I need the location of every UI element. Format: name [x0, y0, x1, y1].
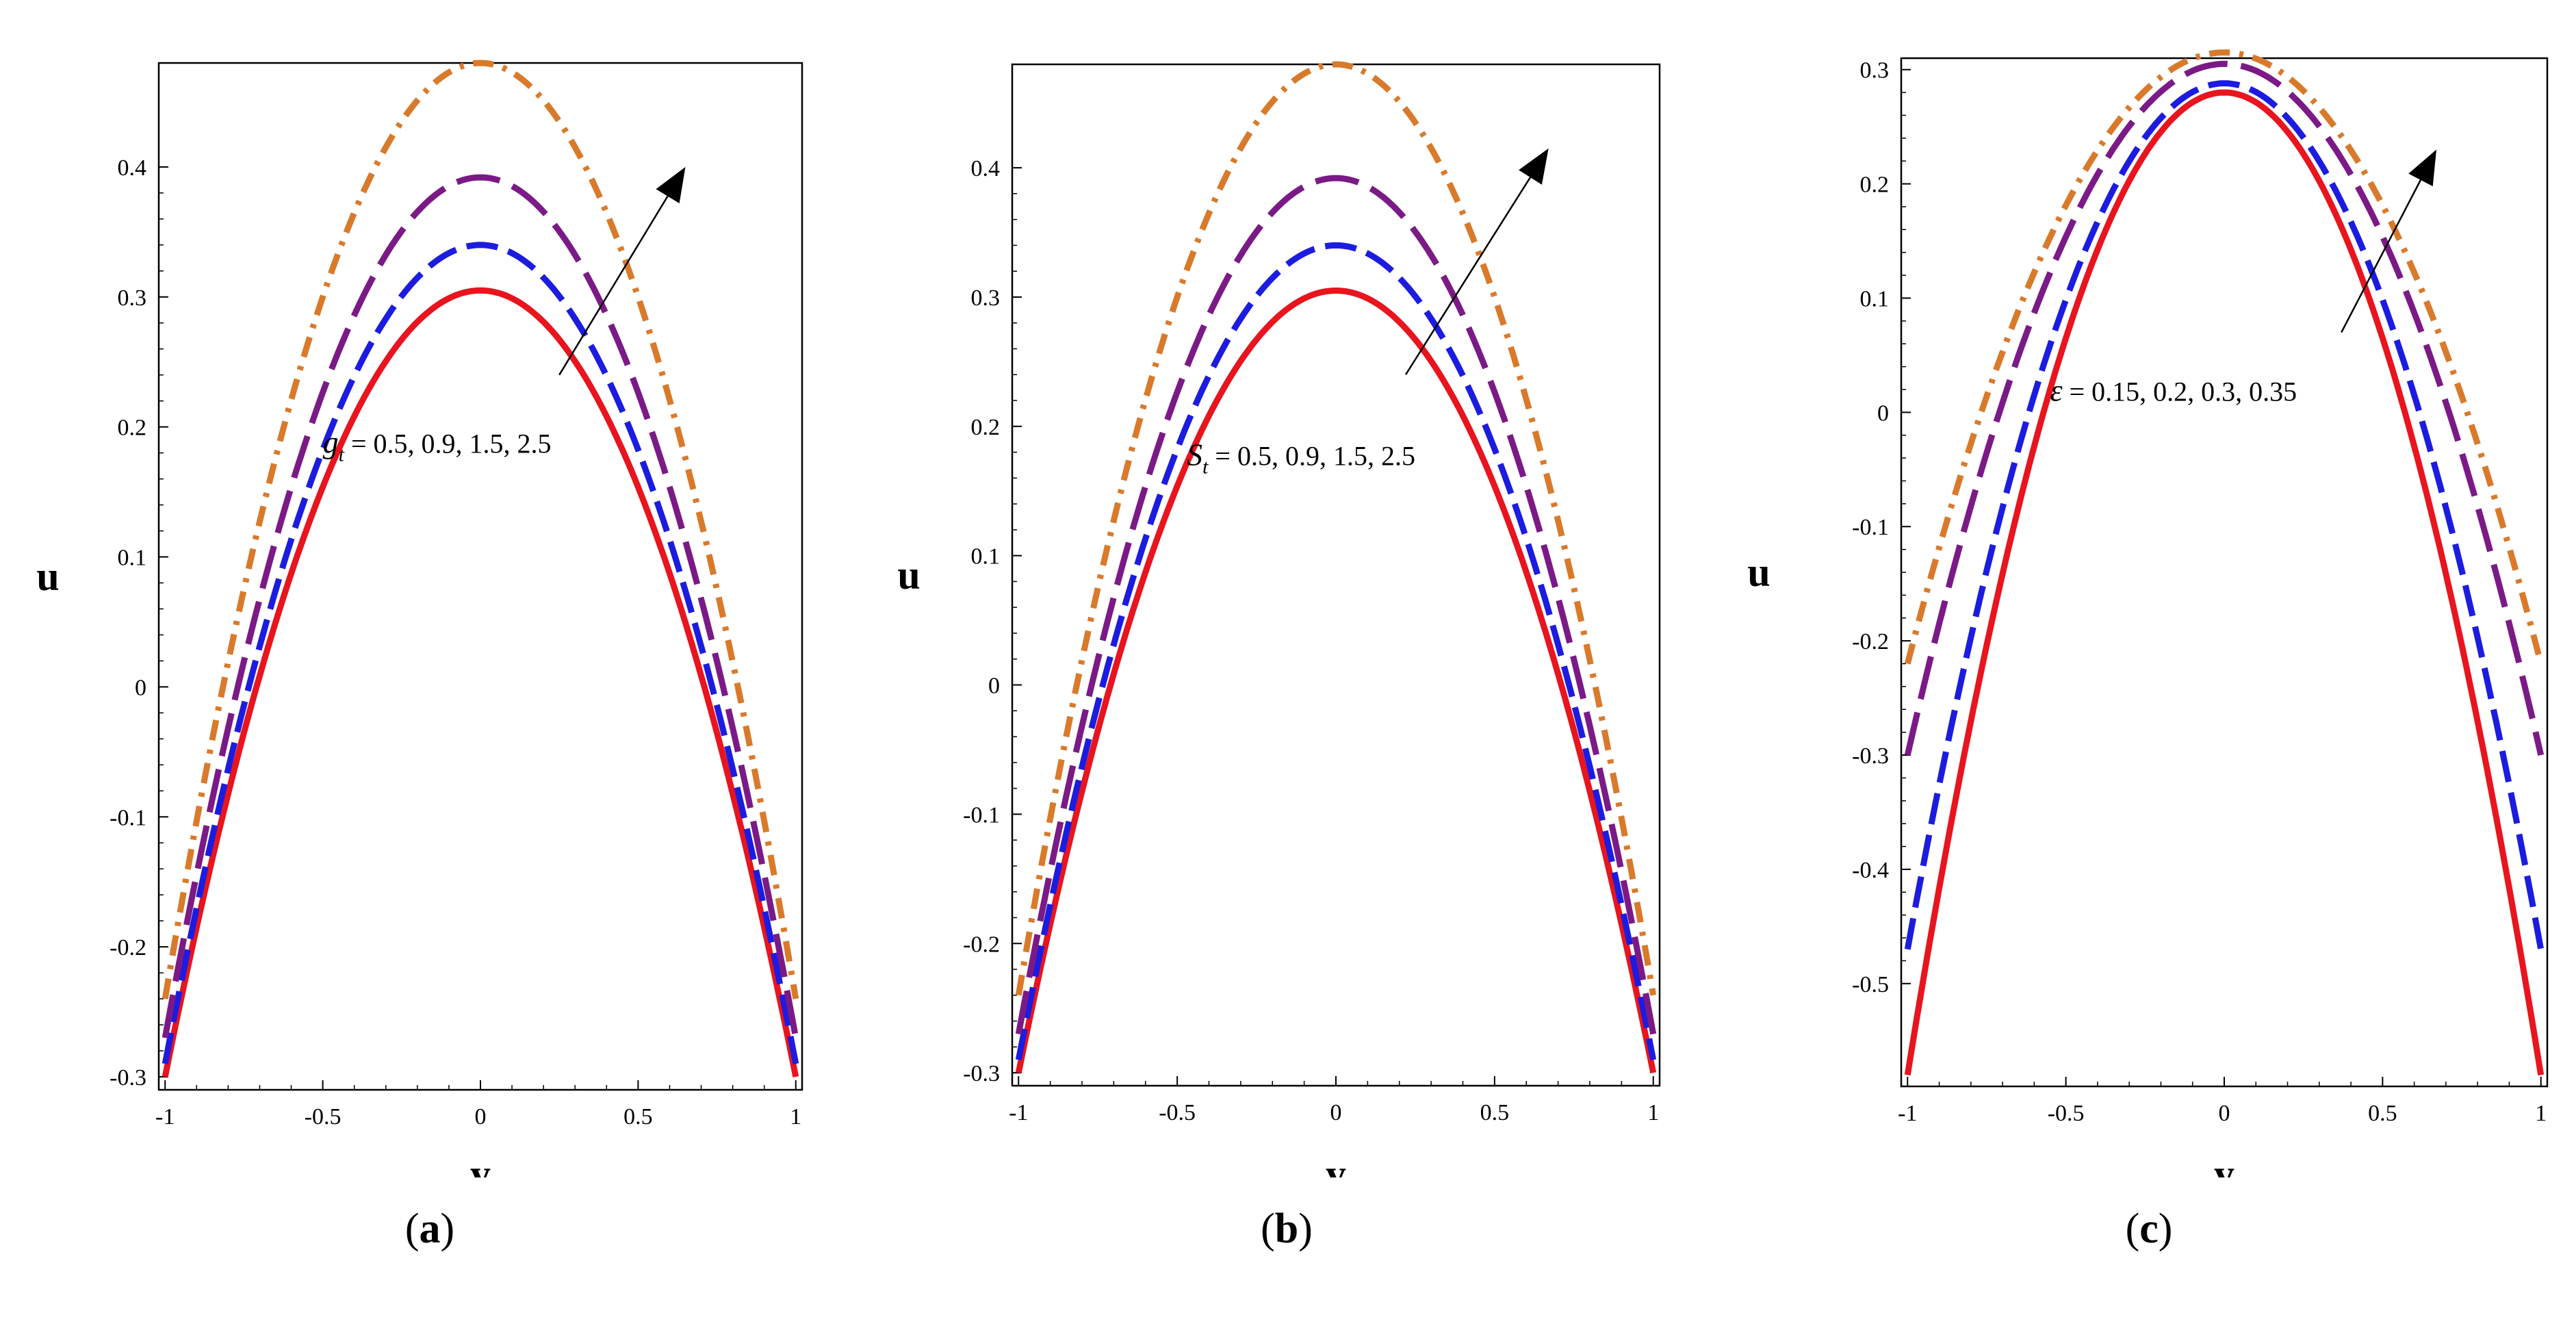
y-tick-label: 0.2: [971, 415, 1001, 440]
y-tick-label: 0.1: [971, 544, 1001, 570]
series-line: [162, 60, 799, 999]
trend-arrow-line: [1404, 177, 1532, 375]
y-tick-label: 0: [1877, 400, 1889, 426]
x-tick-label: -0.5: [305, 1104, 342, 1130]
parameter-annotation: gt = 0.5, 0.9, 1.5, 2.5: [323, 425, 552, 466]
trend-arrow-line: [558, 195, 669, 376]
caption-b: (b): [1261, 1206, 1313, 1252]
x-tick-label: 0.5: [1480, 1100, 1510, 1125]
series-line: [162, 287, 799, 1077]
y-tick-label: -0.2: [110, 935, 146, 960]
series-line: [1015, 175, 1657, 1035]
x-tick-label: 0.5: [2368, 1101, 2397, 1126]
x-tick-label: -1: [1898, 1101, 1917, 1126]
trend-arrow-line: [2341, 179, 2422, 333]
y-tick-label: -0.3: [963, 1061, 1000, 1086]
x-axis-title: y: [2214, 1151, 2234, 1177]
chart-panel-b: -0.3 -0.2 -0.1 0 0.1 0.2 0.3 0.4 -1 -0.5 0 0.5 1 u y St…: [897, 61, 1661, 1177]
series-line: [162, 242, 799, 1064]
y-tick-label: -0.4: [1852, 858, 1889, 883]
parameter-annotation: St = 0.5, 0.9, 1.5, 2.5: [1187, 437, 1415, 478]
x-tick-label: -0.5: [1159, 1100, 1196, 1125]
y-axis-title: u: [36, 554, 59, 599]
plot-frame: [1900, 57, 2549, 1088]
series-line: [1015, 242, 1657, 1061]
y-tick-label: -0.2: [1852, 629, 1889, 654]
series-line: [1904, 60, 2545, 756]
y-tick-label: -0.3: [1852, 743, 1889, 769]
series-line: [1015, 287, 1657, 1073]
trend-arrow-head: [656, 166, 686, 204]
x-axis-title: y: [1326, 1151, 1346, 1177]
plot-frame: [157, 62, 803, 1091]
chart-panel-a: -0.3 -0.2 -0.1 0 0.1 0.2 0.3 0.4 -1 -0.5 0 0.5 1 u y gt…: [36, 60, 803, 1177]
x-axis-title: y: [470, 1151, 491, 1177]
trend-arrow-head: [2408, 149, 2437, 187]
series-line: [1015, 61, 1657, 996]
y-tick-label: 0.3: [1860, 58, 1890, 84]
y-tick-label: 0.1: [118, 546, 147, 571]
y-tick-label: 0: [135, 675, 146, 700]
x-tick-label: 1: [2535, 1101, 2547, 1126]
series-line: [1904, 49, 2545, 665]
y-tick-label: 0.4: [971, 156, 1001, 181]
series-line: [1904, 80, 2545, 950]
x-tick-label: 1: [790, 1104, 801, 1130]
y-tick-label: 0.3: [971, 285, 1001, 311]
y-axis-title: u: [897, 552, 920, 598]
x-tick-label: -0.5: [2048, 1101, 2085, 1126]
x-tick-label: -1: [1009, 1100, 1028, 1125]
series-line: [162, 174, 799, 1038]
y-axis-title: u: [1747, 550, 1770, 595]
y-tick-label: 0.4: [118, 155, 147, 181]
chart-panel-c: -0.5 -0.4 -0.3 -0.2 -0.1 0 0.1 0.2 0.3 -1 -0.5 0 0.5…: [1747, 49, 2549, 1177]
y-tick-label: -0.2: [963, 932, 1000, 957]
y-tick-label: 0.3: [118, 285, 147, 311]
y-tick-label: 0.2: [1860, 173, 1890, 198]
y-tick-label: -0.5: [1852, 972, 1889, 997]
x-tick-label: 0: [1330, 1100, 1342, 1125]
y-tick-label: -0.1: [1852, 515, 1889, 540]
y-tick-label: -0.1: [110, 805, 146, 830]
x-tick-label: 0.5: [623, 1104, 653, 1130]
x-tick-label: -1: [155, 1104, 175, 1130]
y-tick-label: -0.3: [110, 1065, 146, 1091]
plot-frame: [1011, 63, 1661, 1087]
y-tick-label: -0.1: [963, 802, 1000, 828]
trend-arrow-head: [1519, 148, 1549, 185]
y-tick-label: 0.1: [1860, 286, 1890, 311]
x-tick-label: 1: [1647, 1100, 1659, 1125]
x-tick-label: 0: [2219, 1101, 2230, 1126]
parameter-annotation: ε = 0.15, 0.2, 0.3, 0.35: [2050, 373, 2297, 408]
x-tick-label: 0: [475, 1104, 487, 1130]
y-tick-label: 0.2: [118, 416, 147, 441]
caption-a: (a): [404, 1206, 455, 1252]
caption-c: (c): [2125, 1206, 2173, 1252]
series-line: [1904, 89, 2545, 1076]
y-tick-label: 0: [988, 674, 1000, 699]
